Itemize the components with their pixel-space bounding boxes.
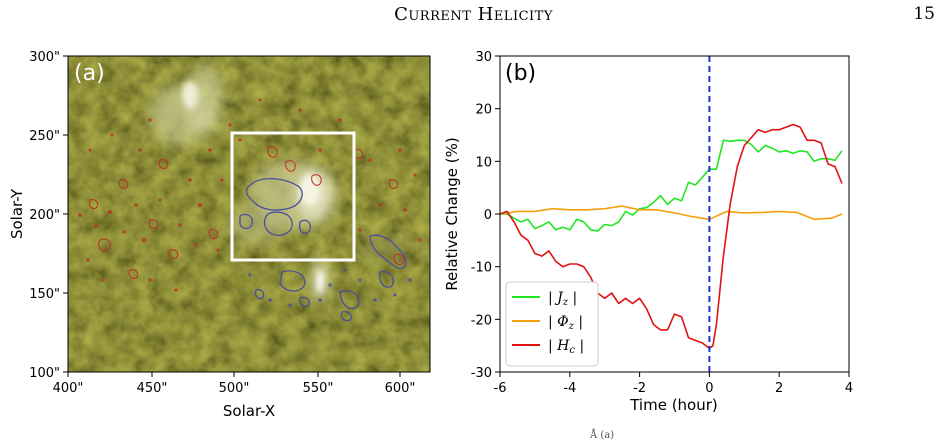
x-tick-label: 400": [53, 381, 84, 396]
legend-label-0: | Jz |: [548, 290, 577, 308]
positive-speckles: [78, 98, 422, 292]
negative-speckles: [248, 268, 412, 307]
y-tick-label: -30: [471, 366, 492, 381]
bright-cores: [182, 81, 323, 294]
y-tick-label: 100": [29, 366, 60, 381]
y-tick-label: 10: [475, 155, 492, 170]
x-tick-label: 450": [137, 381, 168, 396]
x-tick-label: -2: [633, 381, 646, 396]
caption-fragment: Å (a): [590, 430, 615, 441]
legend-label-2: | Hc |: [548, 338, 584, 356]
x-tick-label: 550": [303, 381, 334, 396]
page-number: 15: [913, 4, 935, 24]
panel-a-y-ticks: 300" 250" 200" 150" 100": [29, 50, 68, 381]
panel-a: (a) 400" 450" 500" 550" 600" 300" 250" 2…: [8, 50, 431, 420]
panel-a-label: (a): [74, 61, 105, 86]
y-tick-label: 200": [29, 208, 60, 223]
x-tick-label: 0: [705, 381, 713, 396]
y-tick-label: -20: [471, 313, 492, 328]
panel-a-ylabel: Solar-Y: [8, 188, 26, 239]
legend-label-1: | Φz |: [548, 314, 583, 332]
x-tick-label: 2: [775, 381, 783, 396]
x-tick-label: 4: [845, 381, 853, 396]
legend: | Jz | | Φz | | Hc |: [505, 281, 599, 367]
x-tick-label: 500": [219, 381, 250, 396]
positive-contours: [88, 146, 405, 279]
y-tick-label: 0: [484, 208, 492, 223]
running-title: Current Helicity: [394, 4, 553, 25]
negative-contours: [239, 178, 407, 322]
y-tick-label: -10: [471, 261, 492, 276]
panel-a-xlabel: Solar-X: [223, 402, 275, 420]
y-tick-label: 30: [475, 50, 492, 65]
y-tick-label: 150": [29, 287, 60, 302]
series-line-1: [499, 205, 843, 221]
panel-b-y-ticks: 30 20 10 0 -10 -20 -30: [471, 50, 500, 381]
page-header: Current Helicity 15: [0, 0, 947, 30]
panel-b-label: (b): [505, 61, 536, 86]
series-lines: [499, 123, 843, 350]
series-line-2: [499, 123, 843, 350]
panel-b-x-ticks: -6 -4 -2 0 2 4: [494, 372, 853, 396]
x-tick-label: -4: [563, 381, 576, 396]
panel-a-x-ticks: 400" 450" 500" 550" 600": [53, 372, 416, 396]
panel-b-xlabel: Time (hour): [629, 396, 718, 414]
series-line-0: [500, 139, 843, 232]
panel-b-ylabel: Relative Change (%): [443, 137, 461, 290]
x-tick-label: -6: [494, 381, 507, 396]
y-tick-label: 250": [29, 129, 60, 144]
y-tick-label: 300": [29, 50, 60, 65]
solar-image: [68, 56, 430, 372]
legend-items: | Jz | | Φz | | Hc |: [512, 290, 584, 356]
zoom-region-box: [230, 131, 356, 262]
y-tick-label: 20: [475, 103, 492, 118]
x-tick-label: 600": [385, 381, 416, 396]
